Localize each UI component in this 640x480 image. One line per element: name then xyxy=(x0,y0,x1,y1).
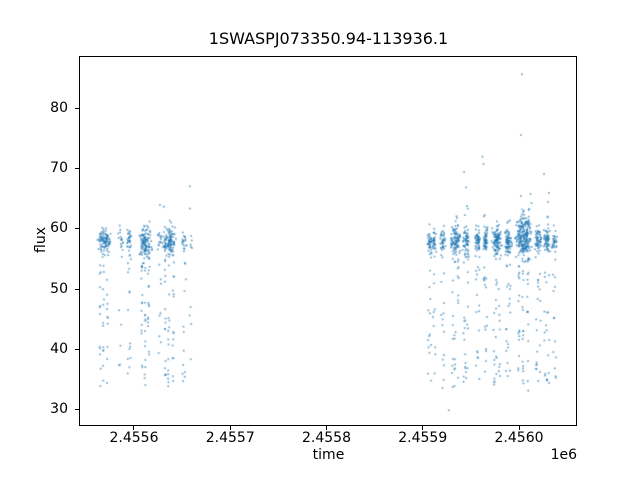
y-axis-label: flux xyxy=(33,227,49,253)
y-tick-label: 30 xyxy=(50,401,68,418)
y-tick-label: 60 xyxy=(50,220,68,237)
x-tick-label: 2.4556 xyxy=(109,430,159,446)
y-tick-label: 50 xyxy=(50,280,68,297)
chart-title: 1SWASPJ073350.94-113936.1 xyxy=(208,29,449,48)
y-tick-label: 70 xyxy=(50,160,68,177)
x-tick-label: 2.4559 xyxy=(398,430,448,446)
y-tick-mark xyxy=(75,228,79,230)
x-axis-label: time xyxy=(312,447,345,463)
y-tick-label: 40 xyxy=(50,340,68,357)
x-tick-label: 2.4558 xyxy=(302,430,351,446)
axes-frame xyxy=(79,56,577,426)
x-tick-mark xyxy=(326,426,327,430)
y-tick-mark xyxy=(75,168,79,170)
x-tick-mark xyxy=(133,426,135,430)
y-tick-label: 80 xyxy=(50,99,68,116)
x-tick-label: 2.4560 xyxy=(494,430,544,446)
scatter-canvas xyxy=(80,57,576,425)
y-tick-mark xyxy=(75,409,79,411)
x-axis-offset-label: 1e6 xyxy=(550,447,577,463)
y-tick-mark xyxy=(75,288,79,290)
x-tick-mark xyxy=(422,426,424,430)
y-tick-mark xyxy=(75,107,79,109)
y-tick-mark xyxy=(75,348,79,350)
x-tick-mark xyxy=(518,426,520,430)
x-tick-label: 2.4557 xyxy=(205,430,255,446)
x-tick-mark xyxy=(229,426,231,430)
